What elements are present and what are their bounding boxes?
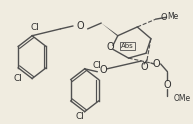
Polygon shape xyxy=(101,23,119,36)
Text: O: O xyxy=(140,62,148,72)
Text: O: O xyxy=(153,59,161,69)
Text: O: O xyxy=(77,21,85,31)
Text: Me: Me xyxy=(168,12,179,21)
Text: Abs: Abs xyxy=(121,43,134,49)
Text: O: O xyxy=(164,80,171,90)
Text: O: O xyxy=(106,42,114,52)
Text: O: O xyxy=(160,13,167,22)
Text: Cl: Cl xyxy=(75,112,84,121)
Text: Cl: Cl xyxy=(92,61,101,70)
Text: Cl: Cl xyxy=(14,74,22,83)
Text: O: O xyxy=(99,65,107,75)
Text: Cl: Cl xyxy=(31,23,40,32)
Text: OMe: OMe xyxy=(173,94,190,104)
